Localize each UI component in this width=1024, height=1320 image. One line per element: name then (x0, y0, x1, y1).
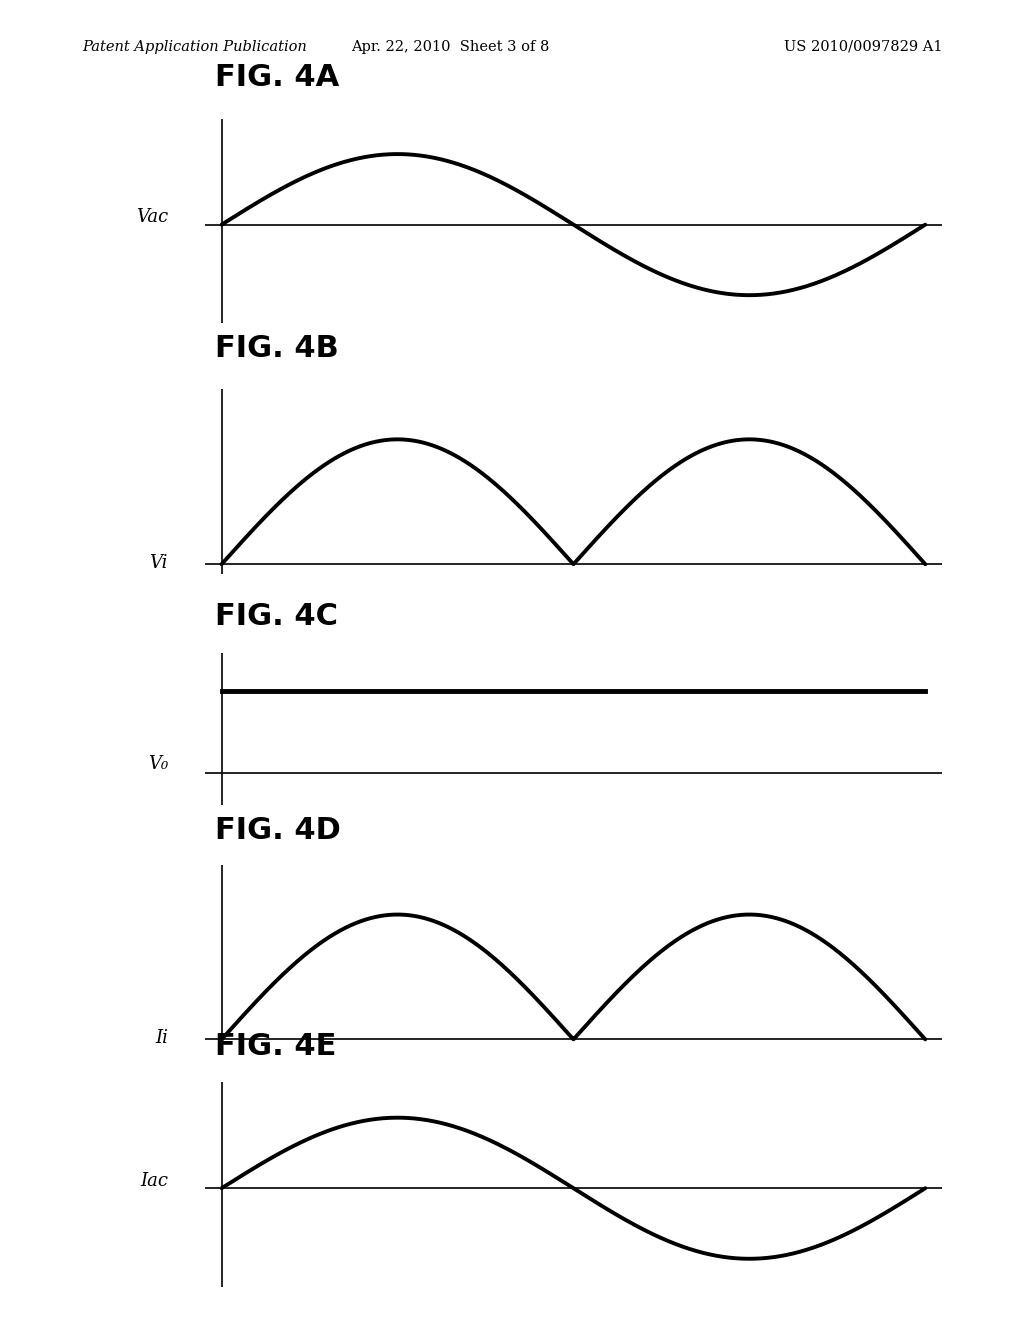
Text: V₀: V₀ (147, 755, 168, 774)
Text: FIG. 4C: FIG. 4C (215, 602, 338, 631)
Text: Vi: Vi (150, 554, 168, 572)
Text: Apr. 22, 2010  Sheet 3 of 8: Apr. 22, 2010 Sheet 3 of 8 (351, 40, 550, 54)
Text: FIG. 4A: FIG. 4A (215, 63, 339, 92)
Text: Patent Application Publication: Patent Application Publication (82, 40, 306, 54)
Text: Ii: Ii (155, 1030, 168, 1047)
Text: US 2010/0097829 A1: US 2010/0097829 A1 (783, 40, 942, 54)
Text: FIG. 4D: FIG. 4D (215, 816, 341, 845)
Text: Iac: Iac (140, 1172, 168, 1189)
Text: FIG. 4E: FIG. 4E (215, 1032, 337, 1061)
Text: FIG. 4B: FIG. 4B (215, 334, 339, 363)
Text: Vac: Vac (136, 209, 168, 226)
